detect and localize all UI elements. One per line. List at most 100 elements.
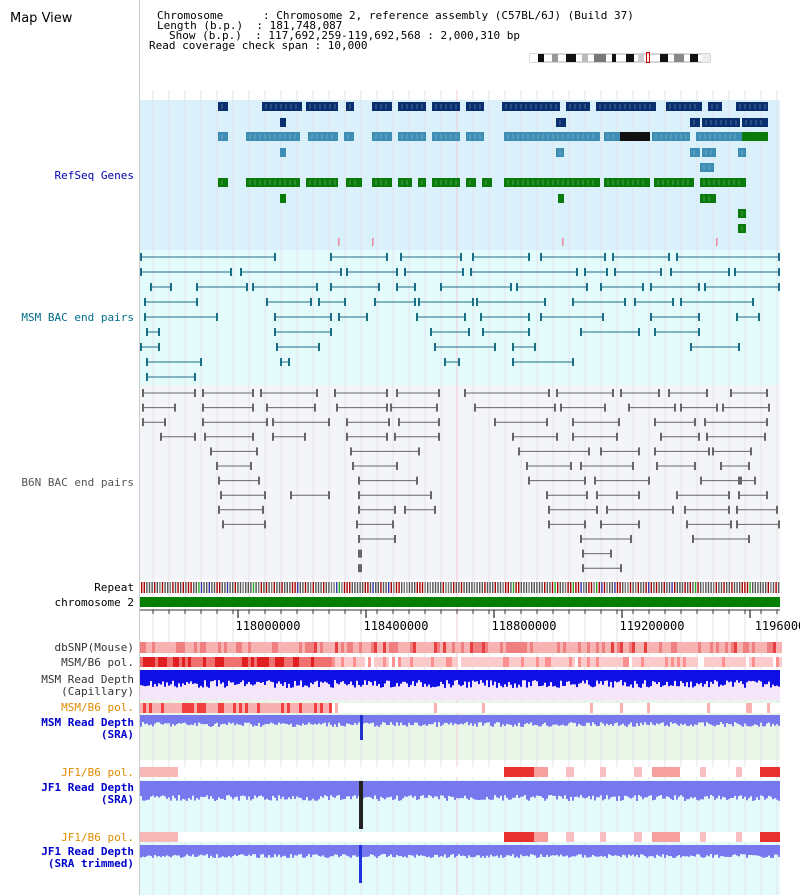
b6n-bac-pair-end [628, 403, 630, 412]
dbsnp-stripe [503, 642, 506, 653]
track-label-msm-depth-capillary[interactable]: MSM Read Depth (Capillary) [41, 673, 134, 698]
msm-bac-pair-end [650, 313, 652, 321]
jf1-depth-sra-bar [446, 781, 448, 801]
track-label-msm-b6-pol-2[interactable]: MSM/B6 pol. [61, 701, 134, 714]
dbsnp-stripe [611, 642, 614, 653]
jf1-depth-trim-bar [394, 845, 396, 858]
msm-b6-pol2-stripe [311, 703, 314, 713]
ideogram-band [626, 54, 634, 62]
jf1-depth-trim-bar [460, 845, 462, 856]
msm-bac-pair-end [470, 268, 472, 276]
jf1-depth-sra-bar [690, 781, 692, 798]
msm-depth-sra-bar [450, 715, 452, 723]
msm-depth-cap-bar [462, 670, 464, 686]
msm-b6-pol-stripe [707, 657, 710, 667]
msm-b6-pol2-stripe [671, 703, 674, 713]
msm-bac-pair-end [528, 253, 530, 261]
dbsnp-stripe [302, 642, 305, 653]
jf1-depth-sra-bar [316, 781, 318, 801]
msm-b6-pol-stripe [650, 657, 653, 667]
msm-b6-pol2-stripe [248, 703, 251, 713]
jf1-depth-sra-bar [334, 781, 336, 798]
dbsnp-stripe [500, 642, 503, 653]
repeat-element [692, 582, 694, 593]
msm-b6-pol2-stripe [314, 703, 317, 713]
msm-depth-cap-bar [168, 670, 170, 686]
msm-depth-cap-bar [228, 670, 230, 681]
msm-bac-pair-end [200, 358, 202, 366]
msm-b6-pol-stripe [281, 657, 284, 667]
refseq-gene [700, 163, 714, 172]
jf1-depth-sra-bar [458, 781, 460, 799]
repeat-element [489, 582, 491, 593]
msm-depth-sra-bar [564, 715, 566, 726]
repeat-element [304, 582, 307, 593]
jf1-depth-sra-bar [646, 781, 648, 798]
repeat-element [242, 582, 244, 593]
msm-b6-pol-stripe [608, 657, 611, 667]
track-label-jf1-depth-sra[interactable]: JF1 Read Depth (SRA) [41, 781, 134, 806]
track-label-msm-bac[interactable]: MSM BAC end pairs [21, 311, 134, 324]
jf1-depth-trim-bar [378, 845, 380, 857]
msm-b6-pol-stripe [155, 657, 158, 667]
track-label-jf1-b6-pol[interactable]: JF1/B6 pol. [61, 766, 134, 779]
msm-b6-pol-stripe [377, 657, 380, 667]
msm-depth-sra-bar [532, 715, 534, 726]
msm-depth-cap-bar [162, 670, 164, 682]
jf1-depth-sra-bar [682, 781, 684, 797]
dbsnp-stripe [701, 642, 704, 653]
jf1-depth-sra-bar [258, 781, 260, 797]
b6n-bac-pair-end [430, 491, 432, 500]
msm-bac-pair-end [144, 298, 146, 306]
dbsnp-stripe [764, 642, 767, 653]
repeat-element [146, 582, 148, 593]
msm-depth-cap-bar [428, 670, 430, 685]
jf1-depth-sra-bar [206, 781, 208, 796]
track-label-refseq[interactable]: RefSeq Genes [54, 169, 134, 182]
msm-b6-pol-stripe [734, 657, 737, 667]
repeat-element [432, 582, 434, 593]
jf1-depth-sra-bar [430, 781, 432, 797]
track-label-dbsnp[interactable]: dbSNP(Mouse) [54, 641, 134, 654]
jf1-depth-trim-bar [720, 845, 722, 857]
jf1-depth-trim-bar [450, 845, 452, 855]
jf1-depth-sra-bar [680, 781, 682, 796]
jf1-depth-trim-bar [382, 845, 384, 855]
track-label-chromosome[interactable]: chromosome 2 [54, 596, 134, 609]
b6n-bac-pair-end [142, 389, 144, 397]
repeat-element [328, 582, 330, 593]
msm-depth-sra-bar [560, 715, 562, 726]
dbsnp-stripe [218, 642, 221, 653]
track-label-msm-depth-sra[interactable]: MSM Read Depth (SRA) [41, 716, 134, 741]
jf1-depth-sra-bar [620, 781, 622, 801]
msm-depth-sra-bar [148, 715, 150, 726]
jf1-depth-sra-bar [602, 781, 604, 801]
track-label-jf1-b6-pol-2[interactable]: JF1/B6 pol. [61, 831, 134, 844]
msm-depth-cap-bar [274, 670, 276, 688]
jf1-depth-trim-bar [482, 845, 484, 857]
msm-depth-cap-bar [772, 670, 774, 685]
b6n-bac-pair-end [258, 476, 260, 485]
track-label-b6n-bac[interactable]: B6N BAC end pairs [21, 476, 134, 489]
msm-depth-sra-bar [694, 715, 696, 725]
jf1-depth-sra-bar [434, 781, 436, 797]
msm-depth-cap-bar [566, 670, 568, 682]
track-label-msm-b6-pol[interactable]: MSM/B6 pol. [61, 656, 134, 669]
msm-depth-cap-bar [294, 670, 296, 681]
jf1-depth-trim-bar [374, 845, 376, 857]
msm-b6-pol2-stripe [161, 703, 164, 713]
refseq-marker [562, 238, 564, 246]
msm-depth-cap-bar [582, 670, 584, 681]
jf1-depth-trim-bar [168, 845, 170, 857]
jf1-b6-pol-stripe [634, 767, 642, 777]
jf1-depth-sra-bar [724, 781, 726, 798]
msm-depth-sra-bar [478, 715, 480, 723]
msm-depth-sra-bar [290, 715, 292, 724]
msm-b6-pol-stripe [578, 657, 581, 667]
track-label-jf1-depth-trimmed[interactable]: JF1 Read Depth (SRA trimmed) [41, 845, 134, 870]
msm-depth-sra-bar [496, 715, 498, 723]
jf1-depth-trim-bar [396, 845, 398, 855]
jf1-depth-trim-bar [480, 845, 482, 858]
track-label-repeat[interactable]: Repeat [94, 581, 134, 594]
